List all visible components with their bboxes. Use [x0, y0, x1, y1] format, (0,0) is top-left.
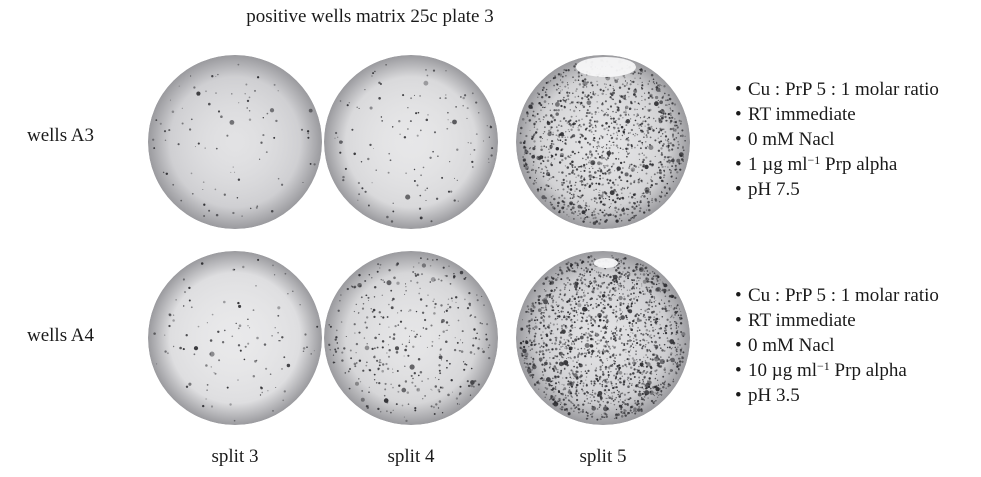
condition-item: • RT immediate: [735, 104, 856, 125]
condition-item: • pH 3.5: [735, 385, 800, 406]
well-a3-split-3: [148, 55, 322, 229]
row-label-wells-a4: wells A4: [27, 325, 95, 346]
condition-item: • 10 µg ml−1 Prp alpha: [735, 359, 907, 381]
condition-item: • pH 7.5: [735, 179, 800, 200]
figure-title: positive wells matrix 25c plate 3: [246, 6, 494, 27]
well-a4-split-3: [148, 251, 322, 425]
well-a4-split-4: [324, 251, 498, 425]
condition-item: • Cu : PrP 5 : 1 molar ratio: [735, 285, 939, 306]
condition-item: • Cu : PrP 5 : 1 molar ratio: [735, 79, 939, 100]
row-label-wells-a3: wells A3: [27, 125, 95, 146]
well-a4-split-5: [516, 251, 690, 425]
column-label-split-4: split 4: [387, 446, 435, 467]
well-a3-split-5: [516, 55, 690, 229]
condition-item: • RT immediate: [735, 310, 856, 331]
conditions-list-a4: • Cu : PrP 5 : 1 molar ratio • RT immediat…: [735, 283, 939, 408]
conditions-list-a3: • Cu : PrP 5 : 1 molar ratio • RT immediat…: [735, 77, 939, 202]
column-label-split-5: split 5: [579, 446, 627, 467]
column-label-split-3: split 3: [211, 446, 259, 467]
condition-item: • 0 mM Nacl: [735, 335, 835, 356]
well-a3-split-4: [324, 55, 498, 229]
condition-item: • 0 mM Nacl: [735, 129, 835, 150]
condition-item: • 1 µg ml−1 Prp alpha: [735, 153, 898, 175]
